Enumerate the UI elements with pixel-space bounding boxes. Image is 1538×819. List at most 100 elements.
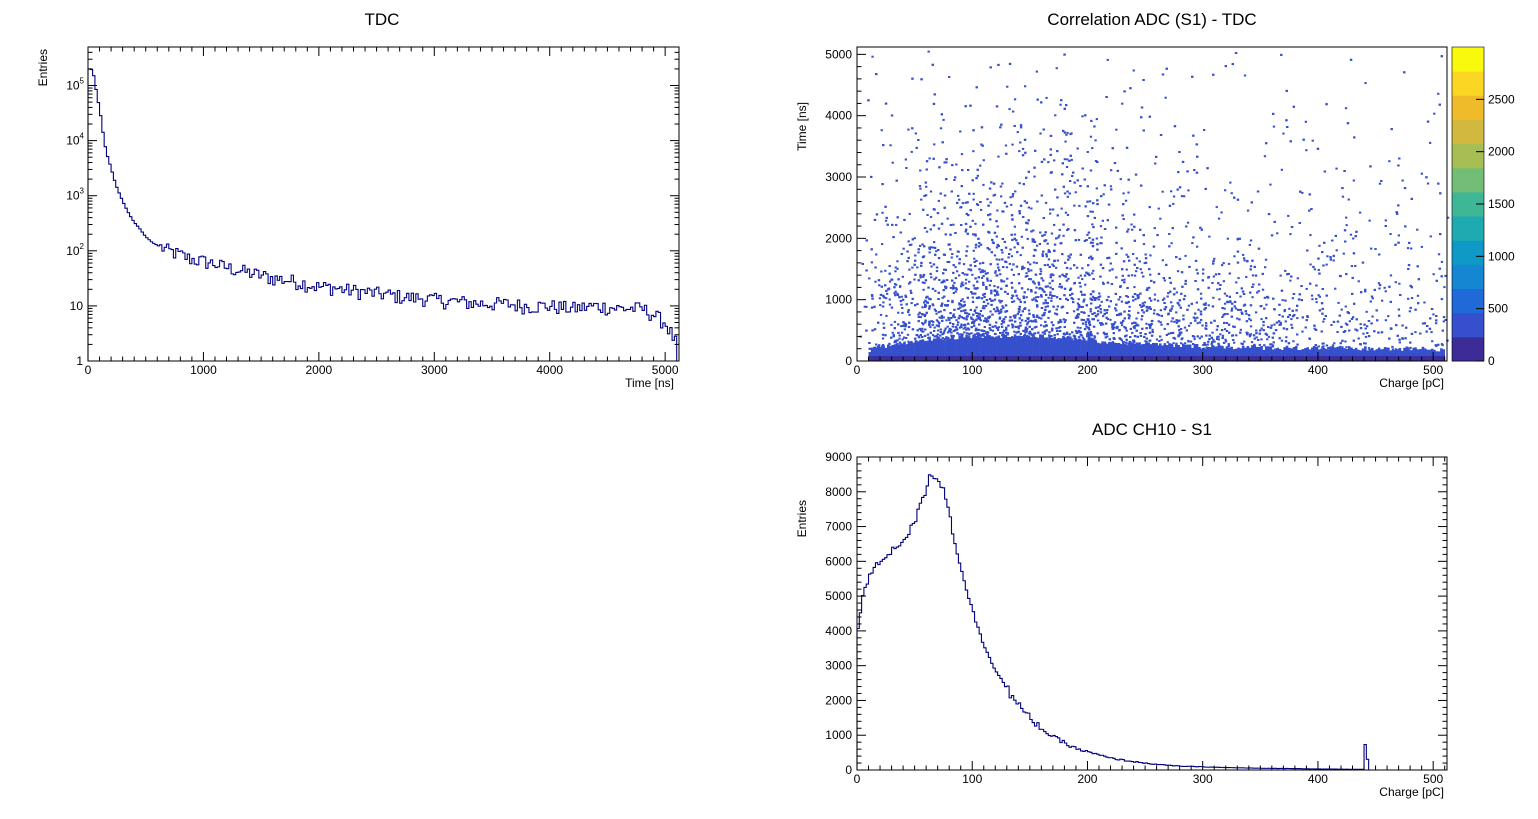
correlation-cell <box>1141 302 1144 305</box>
correlation-cell <box>1289 279 1292 282</box>
correlation-cell <box>943 268 946 271</box>
correlation-cell <box>1117 313 1121 316</box>
correlation-band-core <box>935 356 938 361</box>
correlation-cell <box>1282 132 1285 135</box>
correlation-cell <box>1006 277 1009 280</box>
correlation-cell <box>954 329 957 332</box>
correlation-band-core <box>1043 356 1047 361</box>
correlation-cell <box>1236 261 1240 264</box>
correlation-band-column <box>976 333 980 361</box>
correlation-cell <box>1352 179 1355 182</box>
correlation-cell <box>1357 280 1360 283</box>
correlation-cell <box>1021 267 1024 270</box>
correlation-cell <box>1073 181 1076 184</box>
correlation-cell <box>1110 323 1114 326</box>
correlation-cell <box>1074 335 1077 338</box>
correlation-cell <box>1023 291 1026 294</box>
correlation-band-core <box>1027 356 1031 361</box>
correlation-band-core <box>1108 356 1111 361</box>
correlation-band-core <box>1048 356 1051 361</box>
correlation-cell <box>1102 193 1105 196</box>
correlation-band-core <box>1131 356 1134 361</box>
correlation-cell <box>942 118 945 121</box>
correlation-band-core <box>930 356 934 361</box>
correlation-cell <box>1191 335 1195 338</box>
correlation-cell <box>943 161 946 164</box>
correlation-cell <box>988 187 992 190</box>
correlation-cell <box>1142 243 1146 246</box>
correlation-cell <box>1008 62 1012 65</box>
correlation-cell <box>1224 189 1227 192</box>
correlation-cell <box>1116 327 1119 330</box>
correlation-cell <box>1364 82 1367 85</box>
correlation-cell <box>1038 316 1041 319</box>
correlation-cell <box>1388 285 1391 288</box>
correlation-cell <box>927 337 930 339</box>
correlation-cell <box>926 295 929 298</box>
correlation-cell <box>1366 325 1369 328</box>
correlation-cell <box>1135 323 1139 326</box>
correlation-cell <box>868 347 871 350</box>
correlation-cell <box>1230 192 1233 195</box>
correlation-band-column <box>1122 341 1125 361</box>
correlation-cell <box>1373 288 1376 291</box>
correlation-band-core <box>1075 356 1079 361</box>
correlation-cell <box>1180 195 1184 198</box>
correlation-cell <box>1220 211 1223 214</box>
correlation-cell <box>1320 330 1323 333</box>
correlation-band-column <box>1131 342 1134 361</box>
correlation-cell <box>1058 275 1061 278</box>
correlation-cell <box>1125 329 1128 332</box>
correlation-cell <box>1352 339 1355 342</box>
correlation-cell <box>1216 288 1219 291</box>
correlation-cell <box>1417 302 1420 305</box>
correlation-cell <box>1344 322 1348 325</box>
correlation-cell <box>904 324 908 327</box>
correlation-cell <box>1300 285 1303 287</box>
correlation-cell <box>1132 340 1136 342</box>
correlation-cell <box>1014 325 1017 328</box>
correlation-cell <box>914 132 917 135</box>
correlation-cell <box>991 313 994 316</box>
correlation-cell <box>1171 227 1174 230</box>
correlation-cell <box>980 297 984 300</box>
correlation-cell <box>1291 309 1294 312</box>
correlation-cell <box>1072 334 1076 337</box>
correlation-cell <box>972 313 975 316</box>
correlation-cell <box>1046 305 1050 308</box>
correlation-cell <box>1425 330 1428 333</box>
correlation-cell <box>918 185 922 188</box>
correlation-cell <box>991 241 995 244</box>
correlation-cell <box>1089 310 1092 313</box>
correlation-cell <box>1359 343 1362 346</box>
correlation-band-core <box>919 356 922 361</box>
correlation-cell <box>901 338 904 341</box>
correlation-cell <box>993 254 997 257</box>
correlation-cell <box>1140 116 1143 119</box>
correlation-cell <box>1181 160 1185 163</box>
correlation-cell <box>975 318 978 321</box>
correlation-cell <box>1196 245 1199 248</box>
correlation-cell <box>1325 344 1329 347</box>
correlation-band-column <box>898 344 902 361</box>
correlation-cell <box>1081 267 1084 270</box>
correlation-cell <box>894 270 897 273</box>
correlation-cell <box>975 259 978 262</box>
correlation-cell <box>1380 331 1384 334</box>
correlation-band-column <box>953 339 957 361</box>
correlation-cell <box>1030 207 1033 210</box>
correlation-cell <box>974 222 977 225</box>
correlation-cell <box>971 300 975 303</box>
correlation-cell <box>1050 335 1053 338</box>
correlation-cell <box>1094 139 1097 142</box>
correlation-band-core <box>1122 356 1125 361</box>
correlation-cell <box>1056 259 1059 262</box>
correlation-cell <box>1019 254 1022 257</box>
correlation-cell <box>1304 326 1307 329</box>
correlation-cell <box>1139 332 1142 335</box>
correlation-cell <box>1177 325 1180 328</box>
correlation-cell <box>1043 290 1046 293</box>
correlation-cell <box>958 333 961 336</box>
correlation-cell <box>914 304 917 307</box>
correlation-cell <box>1223 307 1226 310</box>
